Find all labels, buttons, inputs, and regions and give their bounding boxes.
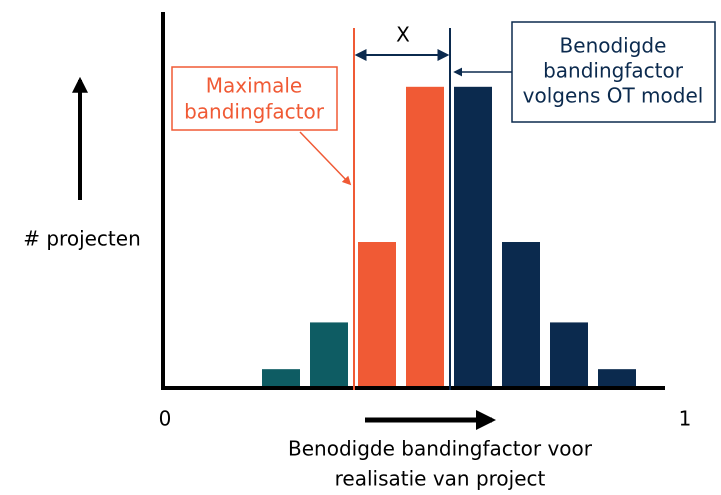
bar bbox=[358, 242, 396, 386]
ot-label: Benodigde bbox=[560, 34, 667, 58]
ot-label: volgens OT model bbox=[523, 84, 704, 108]
max-box bbox=[171, 66, 338, 131]
bar bbox=[262, 369, 300, 386]
x-axis-label: realisatie van project bbox=[335, 467, 546, 491]
bar bbox=[454, 86, 492, 387]
max-label: bandingfactor bbox=[184, 100, 325, 124]
bar bbox=[598, 369, 636, 386]
x-tick-label: 1 bbox=[679, 407, 692, 431]
gap-label: X bbox=[396, 23, 410, 47]
max-pointer bbox=[299, 131, 352, 186]
max-label: Maximale bbox=[206, 74, 303, 98]
x-tick-label: 0 bbox=[159, 407, 172, 431]
bar bbox=[502, 242, 540, 386]
y-axis-label: # projecten bbox=[23, 227, 141, 251]
bar bbox=[310, 322, 348, 386]
bar bbox=[550, 322, 588, 386]
bar bbox=[406, 86, 444, 387]
ot-box bbox=[511, 21, 716, 123]
ot-label: bandingfactor bbox=[543, 59, 684, 83]
x-axis-label: Benodigde bandingfactor voor bbox=[288, 437, 593, 461]
